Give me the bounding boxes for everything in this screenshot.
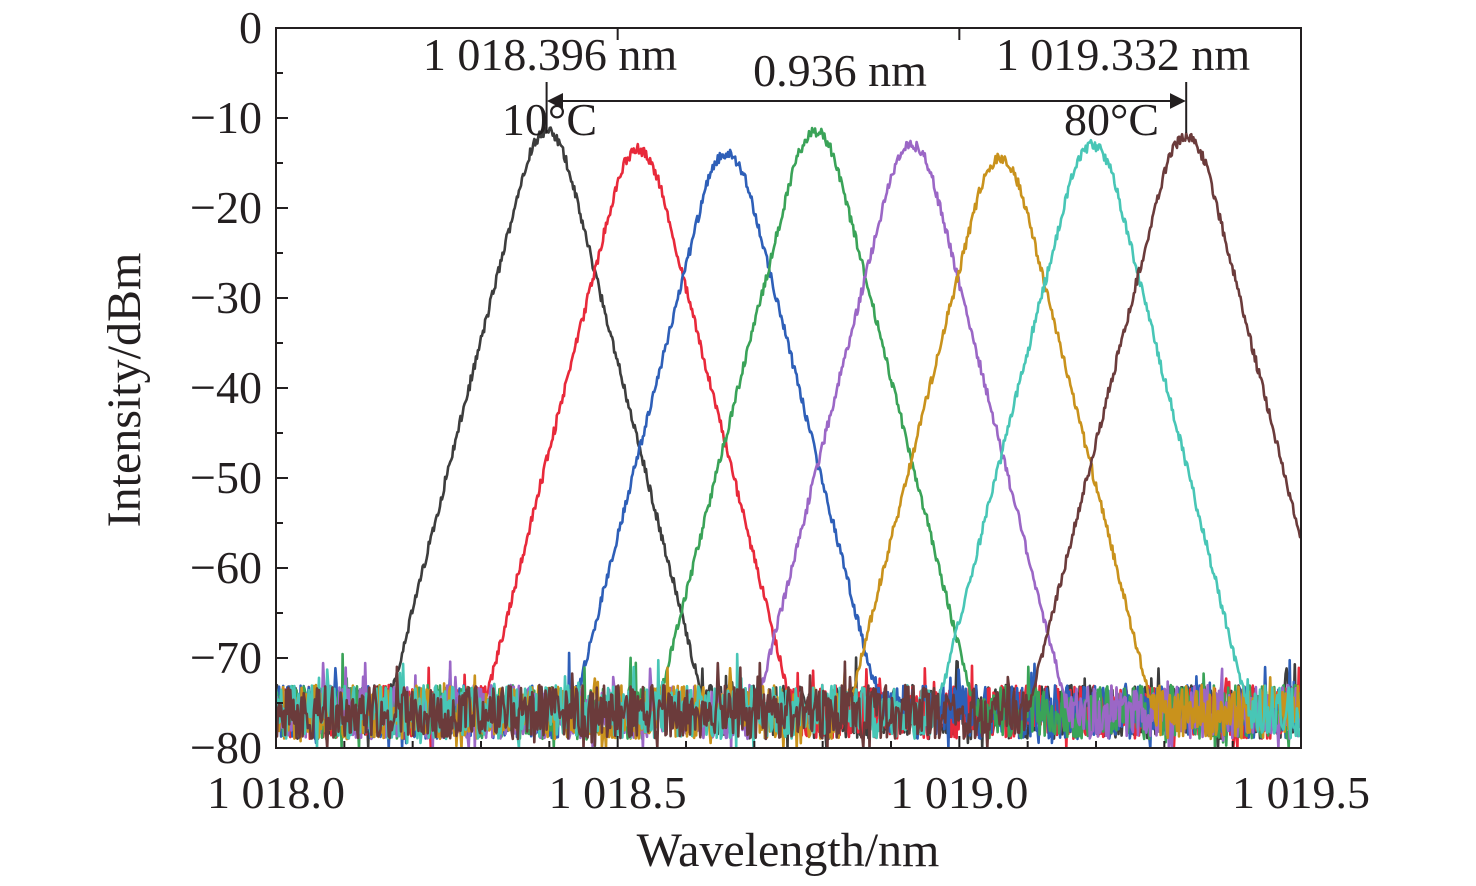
span-label: 0.936 nm (753, 45, 927, 96)
series-line-5 (276, 139, 1301, 748)
series-layer (276, 126, 1301, 748)
series-line-8 (276, 132, 1301, 748)
tick-layer: 1 018.0 1 018.5 1 019.0 1 019.5 0 −10 −20 −30 −4… (190, 2, 1370, 818)
series-line-7 (276, 138, 1301, 748)
series-line-4 (276, 126, 1301, 748)
y-tick-label: −10 (190, 92, 262, 143)
left-wavelength-label: 1 018.396 nm (423, 29, 678, 80)
y-tick-label: −20 (190, 182, 262, 233)
y-tick-label: 0 (239, 2, 262, 53)
left-temp-label: 10°C (502, 94, 597, 145)
annotation-layer: 1 018.396 nm 10°C 0.936 nm 1 019.332 nm 80°C (423, 29, 1251, 145)
x-tick-label: 1 019.5 (1232, 767, 1370, 818)
right-temp-label: 80°C (1064, 94, 1159, 145)
x-axis-title: Wavelength/nm (637, 824, 940, 877)
y-tick-label: −80 (190, 722, 262, 773)
y-axis-title: Intensity/dBm (98, 253, 151, 528)
y-tick-label: −40 (190, 362, 262, 413)
x-tick-label: 1 018.0 (207, 767, 345, 818)
x-tick-label: 1 019.0 (890, 767, 1028, 818)
y-tick-label: −30 (190, 272, 262, 323)
series-line-2 (276, 142, 1301, 748)
y-tick-label: −70 (190, 632, 262, 683)
right-wavelength-label: 1 019.332 nm (996, 29, 1251, 80)
series-line-1 (276, 126, 1301, 748)
y-tick-label: −60 (190, 542, 262, 593)
x-tick-label: 1 018.5 (549, 767, 687, 818)
y-tick-label: −50 (190, 452, 262, 503)
